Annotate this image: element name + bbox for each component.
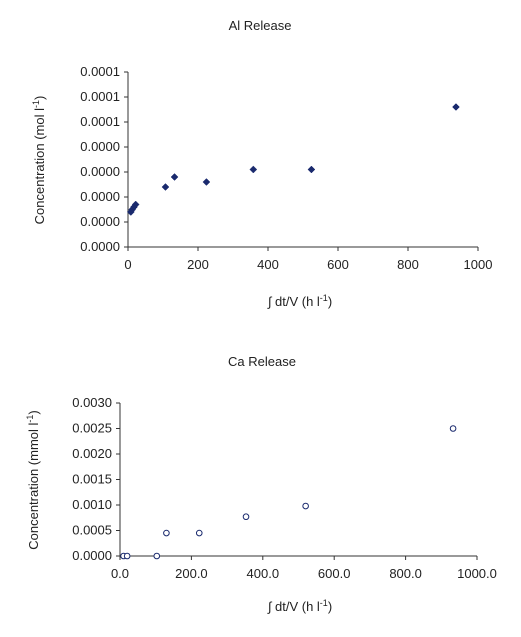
y-tick-label: 0.0015 [72,472,112,487]
plot-axes [124,71,479,251]
data-point [202,178,211,186]
y-axis-title: Concentration (mmol l-1) [25,410,41,550]
y-tick-label: 0.0000 [80,139,120,154]
x-tick-label: 600.0 [318,566,351,581]
ca-release-chart: Ca Release Concentration (mmol l-1) ∫ dt… [25,354,497,614]
x-tick-label: 0.0 [111,566,129,581]
svg-text:∫ dt/V (h l-1): ∫ dt/V (h l-1) [267,293,332,309]
data-point [161,183,170,191]
x-axis-title-close: ) [328,294,332,309]
data-point [242,513,250,521]
x-tick-label: 600 [327,257,349,272]
chart-title: Al Release [229,18,292,33]
y-tick-labels: 0.0000 0.0005 0.0010 0.0015 0.0020 0.0025 0.00… [72,395,112,563]
x-tick-label: 400.0 [247,566,280,581]
x-axis-title-exponent: -1 [320,598,328,608]
y-axis-title-exponent: -1 [31,100,41,108]
y-tick-label: 0.0001 [80,114,120,129]
y-tick-label: 0.0030 [72,395,112,410]
data-point [302,502,309,510]
y-tick-label: 0.0001 [80,64,120,79]
y-axis-title-close: ) [26,410,41,414]
x-tick-label: 1000.0 [457,566,497,581]
y-axis-title-close: ) [32,96,47,100]
y-tick-label: 0.0010 [72,497,112,512]
y-axis-title: Concentration (mol l-1) [31,96,47,225]
y-tick-label: 0.0025 [72,421,112,436]
svg-text:Concentration (mol l-1): Concentration (mol l-1) [31,96,47,225]
y-tick-label: 0.0000 [80,164,120,179]
y-tick-label: 0.0005 [72,523,112,538]
data-point [249,165,258,174]
data-points [120,425,457,560]
y-tick-labels: 0.0000 0.0000 0.0000 0.0000 0.0000 0.0001 0.00… [80,64,120,254]
x-axis-title: ∫ dt/V (h l-1) [267,598,332,614]
data-point [195,529,203,537]
x-tick-label: 1000 [464,257,493,272]
al-release-chart: Al Release Concentration (mol l-1) ∫ dt/… [31,18,492,309]
x-tick-label: 200 [187,257,209,272]
data-point [123,552,131,560]
x-tick-labels: 0 200 400 600 800 1000 [124,257,492,272]
y-axis-title-text: Concentration (mmol l [26,422,41,549]
chart-title: Ca Release [228,354,296,369]
data-point [307,165,316,174]
data-point [452,103,460,111]
data-point [449,425,457,432]
x-tick-labels: 0.0 200.0 400.0 600.0 800.0 1000.0 [111,566,497,581]
y-tick-label: 0.0000 [72,548,112,563]
x-tick-label: 800 [397,257,419,272]
data-point [153,552,161,560]
data-point [131,200,140,209]
y-tick-label: 0.0000 [80,189,120,204]
x-axis-title-text: ∫ dt/V (h l [267,294,320,309]
data-point [163,529,170,537]
svg-text:∫ dt/V (h l-1): ∫ dt/V (h l-1) [267,598,332,614]
plot-axes [116,402,478,560]
y-tick-label: 0.0001 [80,89,120,104]
x-tick-label: 0 [124,257,131,272]
y-axis-title-exponent: -1 [25,415,35,423]
y-axis-title-text: Concentration (mol l [32,108,47,224]
x-tick-label: 400 [257,257,279,272]
y-tick-label: 0.0000 [80,214,120,229]
svg-text:Concentration (mmol l-1): Concentration (mmol l-1) [25,410,41,550]
data-point [170,173,179,181]
y-tick-label: 0.0000 [80,239,120,254]
x-axis-title-text: ∫ dt/V (h l [267,599,320,614]
data-points [126,103,460,216]
x-axis-title: ∫ dt/V (h l-1) [267,293,332,309]
x-axis-title-close: ) [328,599,332,614]
x-tick-label: 800.0 [389,566,422,581]
y-tick-label: 0.0020 [72,446,112,461]
x-tick-label: 200.0 [175,566,208,581]
x-axis-title-exponent: -1 [320,293,328,303]
